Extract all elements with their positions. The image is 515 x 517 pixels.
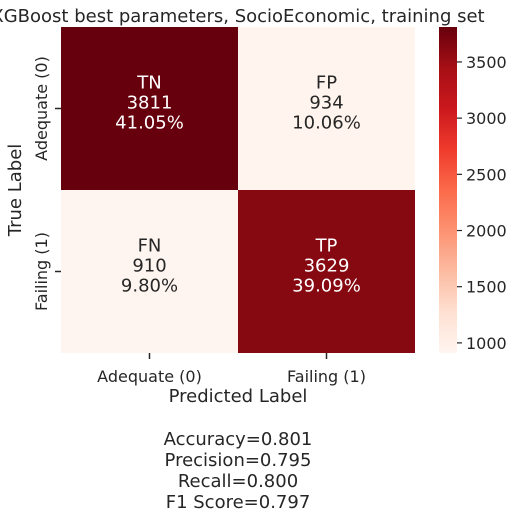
y-tick-label: Failing (1) (32, 232, 51, 311)
metric-line: Precision=0.795 (165, 450, 312, 471)
cell-count-1-1: 3629 (304, 256, 350, 277)
colorbar-tick-label: 2000 (466, 222, 507, 241)
y-tick-label: Adequate (0) (32, 56, 51, 161)
cell-label-1-0: FN (138, 236, 162, 257)
colorbar (439, 27, 457, 353)
y-axis-ticks: Adequate (0) Failing (1) (32, 56, 61, 311)
cell-percent-1-1: 39.09% (292, 276, 361, 297)
x-tick-label: Adequate (0) (97, 367, 202, 386)
cell-count-1-0: 910 (132, 256, 166, 277)
colorbar-tick-label: 2500 (466, 165, 507, 184)
heatmap-cell-1-0 (61, 190, 238, 353)
metric-line: Recall=0.800 (178, 471, 298, 492)
metric-line: F1 Score=0.797 (166, 492, 311, 513)
colorbar-ticks: 1000 1500 2000 2500 3000 3500 (457, 53, 507, 353)
chart-title: XGBoost best parameters, SocioEconomic, … (0, 6, 485, 27)
heatmap-cell-0-0 (61, 27, 238, 190)
y-axis-label: True Label (5, 144, 26, 238)
heatmap-cell-1-1 (238, 190, 415, 353)
cell-count-0-1: 934 (309, 93, 343, 114)
cell-percent-0-0: 41.05% (115, 113, 184, 134)
cell-percent-1-0: 9.80% (121, 276, 178, 297)
colorbar-tick-label: 3500 (466, 53, 507, 72)
colorbar-tick-label: 1500 (466, 278, 507, 297)
x-axis-ticks: Adequate (0) Failing (1) (97, 353, 366, 386)
cell-label-1-1: TP (315, 236, 338, 257)
heatmap-cell-0-1 (238, 27, 415, 190)
colorbar-tick-label: 3000 (466, 109, 507, 128)
x-axis-label: Predicted Label (169, 386, 308, 407)
x-tick-label: Failing (1) (287, 367, 366, 386)
cell-count-0-0: 3811 (127, 93, 173, 114)
cell-label-0-0: TN (136, 73, 161, 94)
cell-label-0-1: FP (316, 73, 337, 94)
cell-percent-0-1: 10.06% (292, 113, 361, 134)
heatmap-cells (61, 27, 415, 353)
colorbar-tick-label: 1000 (466, 334, 507, 353)
metrics-block: Accuracy=0.801Precision=0.795Recall=0.80… (164, 429, 313, 513)
metric-line: Accuracy=0.801 (164, 429, 313, 450)
